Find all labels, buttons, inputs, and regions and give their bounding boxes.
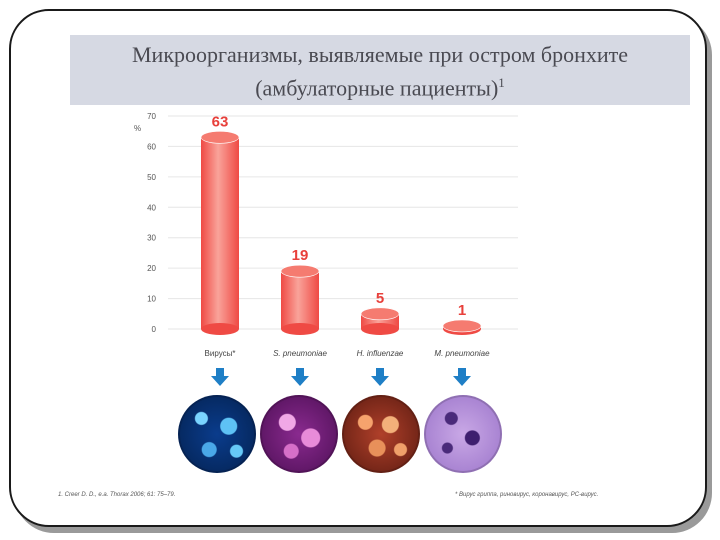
footnote-reference: 1. Creer D. D., e.a. Thorax 2006; 61: 75… — [58, 492, 176, 498]
bar-body — [281, 271, 319, 329]
bar-top — [280, 264, 320, 278]
m-pneumoniae-micrograph-icon — [424, 395, 502, 473]
bar-top — [200, 131, 240, 144]
data-label: 19 — [292, 247, 309, 264]
h-influenzae-micrograph-icon — [342, 395, 420, 473]
down-arrow-icon — [211, 368, 229, 386]
s-pneumoniae-micrograph-icon — [260, 395, 338, 473]
category-label: H. influenzae — [357, 349, 404, 358]
title-footnote-mark: 1 — [498, 75, 505, 90]
chart-title: Микроорганизмы, выявляемые при остром бр… — [131, 42, 629, 67]
virus-micrograph-icon — [178, 395, 256, 473]
bar-base — [201, 323, 239, 335]
y-axis-label: % — [134, 124, 141, 133]
data-label: 1 — [458, 302, 466, 319]
bar-top — [442, 319, 482, 333]
data-label: 5 — [376, 290, 384, 307]
y-tick-label: 20 — [147, 264, 156, 273]
chart-subtitle-text: (амбулаторные пациенты) — [255, 75, 499, 101]
down-arrow-icon — [291, 368, 309, 386]
category-label: Вирусы* — [205, 349, 236, 358]
down-arrow-icon — [371, 368, 389, 386]
y-tick-label: 60 — [147, 142, 156, 151]
y-tick-label: 70 — [147, 112, 156, 121]
y-tick-label: 40 — [147, 203, 156, 212]
bar-base — [281, 323, 319, 335]
footnote-virus-note: * Вирус гриппа, риновирус, коронавирус, … — [455, 492, 599, 498]
bar-body — [201, 137, 239, 329]
y-tick-label: 0 — [152, 325, 157, 334]
bar-top — [360, 307, 400, 321]
y-tick-label: 10 — [147, 295, 156, 304]
y-tick-label: 50 — [147, 173, 156, 182]
category-label: M. pneumoniae — [434, 349, 490, 358]
bar-base — [361, 323, 399, 335]
category-label: S. pneumoniae — [273, 349, 327, 358]
data-label: 63 — [212, 113, 229, 130]
chart-subtitle: (амбулаторные пациенты)1 — [70, 69, 690, 102]
down-arrow-icon — [453, 368, 471, 386]
y-tick-label: 30 — [147, 234, 156, 243]
title-band: Микроорганизмы, выявляемые при остром бр… — [70, 35, 690, 105]
